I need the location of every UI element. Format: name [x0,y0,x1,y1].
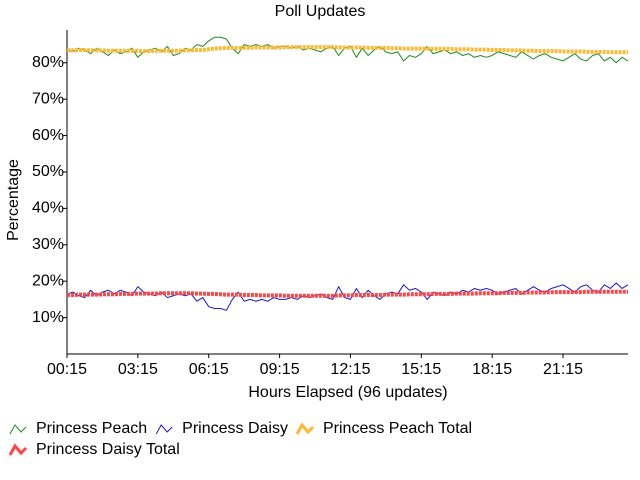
y-tick-label: 50% [32,163,64,180]
y-tick-label: 20% [32,272,64,289]
legend-swatch [155,424,173,435]
y-tick-label: 30% [32,236,64,253]
legend-label: Princess Peach [36,420,147,437]
y-tick-label: 60% [32,127,64,144]
series-line [67,289,628,298]
legend-swatch [8,443,28,456]
x-tick-label: 15:15 [401,361,441,378]
y-tick-label: 80% [32,54,64,71]
x-tick-label: 03:15 [118,361,158,378]
y-axis-label: Percentage [5,159,22,241]
legend-label: Princess Daisy Total [36,441,180,458]
legend-label: Princess Daisy [182,420,288,437]
x-tick-label: 09:15 [260,361,300,378]
y-tick-label: 70% [32,90,64,107]
y-tick-label: 10% [32,309,64,326]
chart-title: Poll Updates [275,3,366,20]
legend-swatch [295,422,315,435]
x-axis-label: Hours Elapsed (96 updates) [248,384,447,401]
legend-item: Princess Peach Total [295,420,472,437]
x-tick-label: 21:15 [543,361,583,378]
legend-label: Princess Peach Total [323,420,472,437]
x-tick-label: 18:15 [472,361,512,378]
legend-item: Princess Peach [9,420,147,437]
x-tick-label: 12:15 [330,361,370,378]
legend-item: Princess Daisy [155,420,288,437]
legend-item: Princess Daisy Total [8,441,180,458]
series-line [66,45,628,55]
x-tick-label: 00:15 [47,361,87,378]
y-tick-label: 40% [32,200,64,217]
legend-swatch [9,424,27,435]
x-tick-label: 06:15 [189,361,229,378]
